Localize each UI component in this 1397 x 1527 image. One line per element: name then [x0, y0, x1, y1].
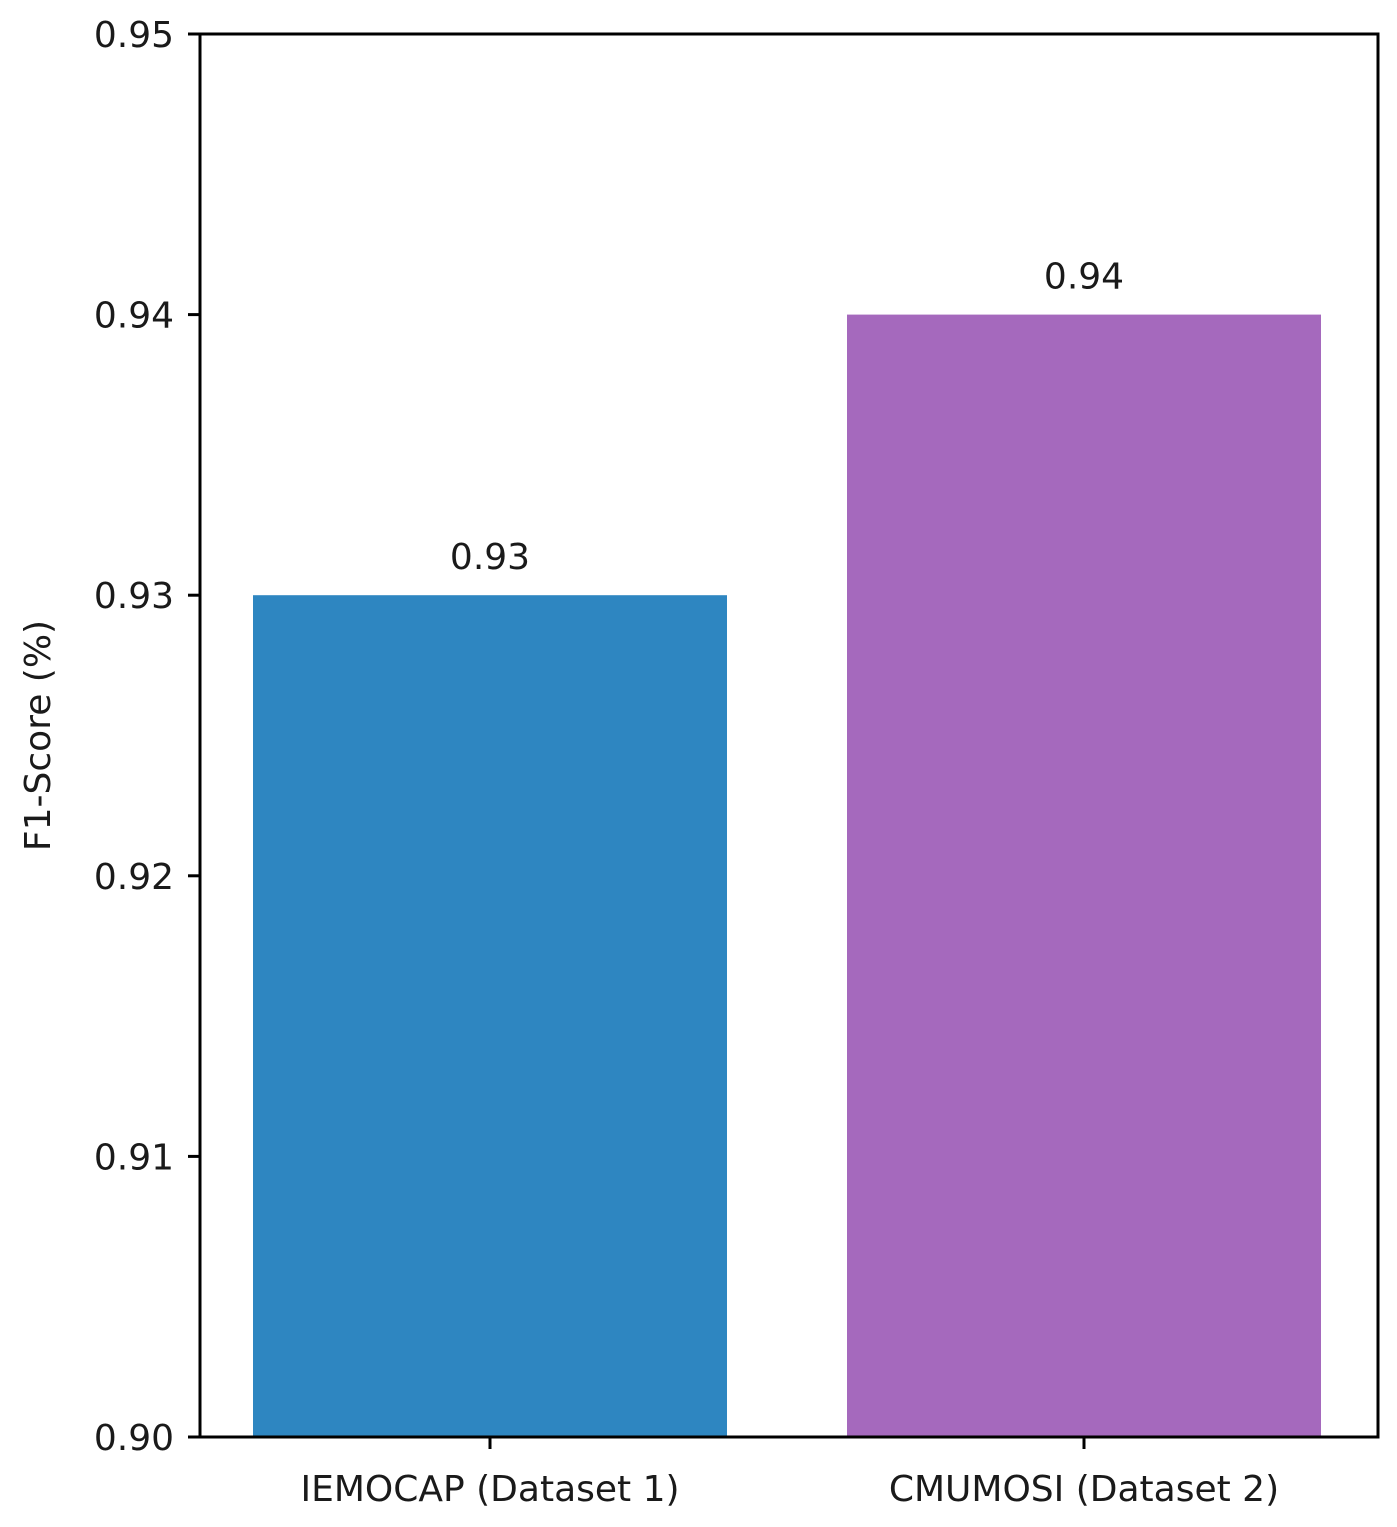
y-tick-label: 0.93: [94, 576, 174, 617]
bars-layer: 0.93 0.94: [253, 257, 1321, 1438]
y-tick-label: 0.91: [94, 1137, 174, 1178]
y-tick-label: 0.92: [94, 857, 174, 898]
x-tick-label: CMUMOSI (Dataset 2): [889, 1469, 1279, 1510]
y-axis-label: F1-Score (%): [18, 620, 59, 851]
y-tick-label: 0.90: [94, 1418, 174, 1459]
y-tick-label: 0.94: [94, 296, 174, 337]
ticks-layer: IEMOCAP (Dataset 1) CMUMOSI (Dataset 2) 0.…: [94, 15, 1279, 1510]
plot-frame: [198, 32, 1380, 1439]
bar-2: [847, 314, 1321, 1438]
bar-1: [253, 595, 727, 1437]
y-tick-label: 0.95: [94, 15, 174, 56]
bar-value-label: 0.93: [450, 537, 530, 578]
bar-value-label: 0.94: [1044, 257, 1124, 298]
x-tick-label: IEMOCAP (Dataset 1): [300, 1469, 679, 1510]
